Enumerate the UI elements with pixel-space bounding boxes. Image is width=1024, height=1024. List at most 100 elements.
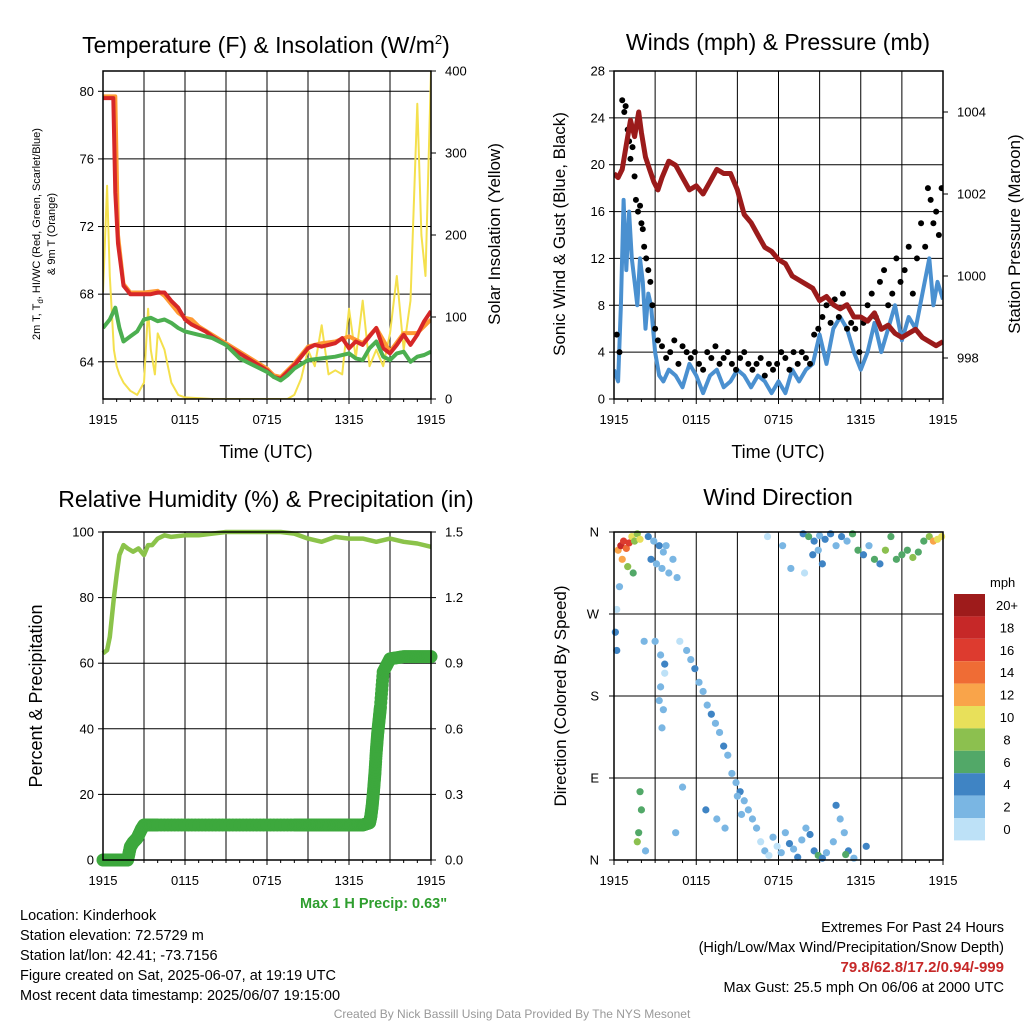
temperature-y-axis-label-line2: & 9m T (Orange) xyxy=(46,193,58,275)
y-right-tick-label: 100 xyxy=(445,310,467,325)
y-right-tick-label: 0.0 xyxy=(445,853,463,868)
direction-point xyxy=(862,842,870,850)
direction-point xyxy=(637,806,646,814)
speed-legend-label: 10 xyxy=(1000,710,1014,725)
speed-legend-swatch xyxy=(954,773,985,796)
station-info: Location: Kinderhook Station elevation: … xyxy=(20,906,340,1006)
x-tick-label: 1915 xyxy=(417,412,446,427)
gust-point xyxy=(622,103,629,110)
temperature-panel-title: Temperature (F) & Insolation (W/m2) xyxy=(82,32,450,58)
speed-legend-swatch xyxy=(954,795,985,818)
direction-point xyxy=(702,806,710,814)
temperature-y-axis-label: 2m T, Td, HI/WC (Red, Green, Scarlet/Blu… xyxy=(31,128,45,340)
gust-point xyxy=(724,349,731,356)
direction-point xyxy=(676,637,684,645)
gust-point xyxy=(856,349,863,356)
insolation-y-axis-label: Solar Insolation (Yellow) xyxy=(485,143,504,325)
direction-point xyxy=(622,544,630,553)
x-tick-label: 0715 xyxy=(764,873,793,888)
gust-point xyxy=(815,325,822,332)
y-tick-label: 72 xyxy=(80,219,94,234)
gust-point xyxy=(868,290,875,297)
x-tick-label: 1915 xyxy=(600,412,629,427)
direction-point xyxy=(636,535,644,543)
direction-point xyxy=(703,701,711,709)
direction-point xyxy=(865,542,873,550)
speed-legend-title: mph xyxy=(990,575,1015,590)
direction-point xyxy=(658,724,666,732)
direction-point xyxy=(881,546,890,554)
plot-area-humidity: 1915 0115 0715 1315 1915 0 20 40 60 80 100 0.0 0.3 0.… xyxy=(72,525,463,889)
direction-point xyxy=(800,569,809,577)
x-tick-label: 1315 xyxy=(335,412,364,427)
gust-point xyxy=(683,349,690,356)
gust-point xyxy=(905,243,912,250)
y-right-tick-label: 1002 xyxy=(957,187,986,202)
humidity-panel: Relative Humidity (%) & Precipitation (i… xyxy=(26,486,474,788)
direction-point xyxy=(752,824,761,832)
gust-point xyxy=(778,349,785,356)
direction-point xyxy=(655,542,663,550)
gust-point xyxy=(619,97,626,104)
gust-point xyxy=(893,255,900,262)
y-tick-label: E xyxy=(590,771,599,786)
x-tick-label: 0115 xyxy=(171,873,199,888)
wind-series-group xyxy=(614,97,943,396)
gust-point xyxy=(708,355,715,361)
gust-point xyxy=(889,290,896,297)
gust-point xyxy=(728,360,735,367)
y-tick-label: 80 xyxy=(80,84,94,99)
gust-point xyxy=(909,290,916,297)
recent-timestamp: Most recent data timestamp: 2025/06/07 1… xyxy=(20,988,341,1004)
direction-point xyxy=(781,829,789,837)
y-right-tick-label: 1.5 xyxy=(445,525,463,540)
series-line-solar-insolation xyxy=(103,71,431,399)
x-tick-label: 1915 xyxy=(89,873,118,888)
y-tick-label: 20 xyxy=(591,157,605,172)
gust-point xyxy=(933,208,940,215)
direction-point xyxy=(740,797,748,805)
gust-point xyxy=(761,372,768,379)
gust-point xyxy=(647,278,654,285)
direction-point xyxy=(814,546,822,554)
direction-point xyxy=(854,546,862,554)
y-tick-label: 80 xyxy=(80,590,94,605)
gust-point xyxy=(629,144,636,151)
direction-point xyxy=(818,560,826,568)
direction-point xyxy=(625,539,633,547)
direction-point xyxy=(805,532,813,541)
gust-point xyxy=(643,255,650,262)
direction-point xyxy=(832,801,840,809)
direction-point xyxy=(763,532,772,541)
direction-point xyxy=(816,532,824,540)
gust-point xyxy=(901,267,908,274)
gust-point xyxy=(913,255,920,262)
y-tick-label: 12 xyxy=(591,251,605,266)
direction-point xyxy=(641,847,650,855)
y-right-tick-label: 1.2 xyxy=(445,590,463,605)
direction-point xyxy=(821,535,829,543)
y-right-tick-label: 0.6 xyxy=(445,721,463,736)
y-right-tick-label: 300 xyxy=(445,146,467,161)
direction-point xyxy=(779,542,787,550)
direction-point xyxy=(659,548,667,556)
gust-point xyxy=(765,360,772,367)
direction-point xyxy=(769,833,777,841)
direction-point xyxy=(832,542,840,550)
direction-point xyxy=(836,815,844,823)
x-tick-label: 0715 xyxy=(253,873,282,888)
direction-point xyxy=(721,824,729,832)
y-tick-label: 24 xyxy=(591,110,605,125)
gust-point xyxy=(864,302,871,309)
gust-point xyxy=(641,243,648,250)
extremes-info: Extremes For Past 24 Hours (High/Low/Max… xyxy=(699,918,1004,998)
x-tick-label: 0115 xyxy=(682,873,710,888)
direction-point xyxy=(635,829,643,837)
gust-point xyxy=(938,185,943,192)
direction-point xyxy=(715,728,724,737)
direction-panel-title: Wind Direction xyxy=(703,484,853,510)
y-tick-label: 28 xyxy=(591,64,605,79)
series-line-td xyxy=(103,305,431,383)
gust-point xyxy=(737,355,744,361)
